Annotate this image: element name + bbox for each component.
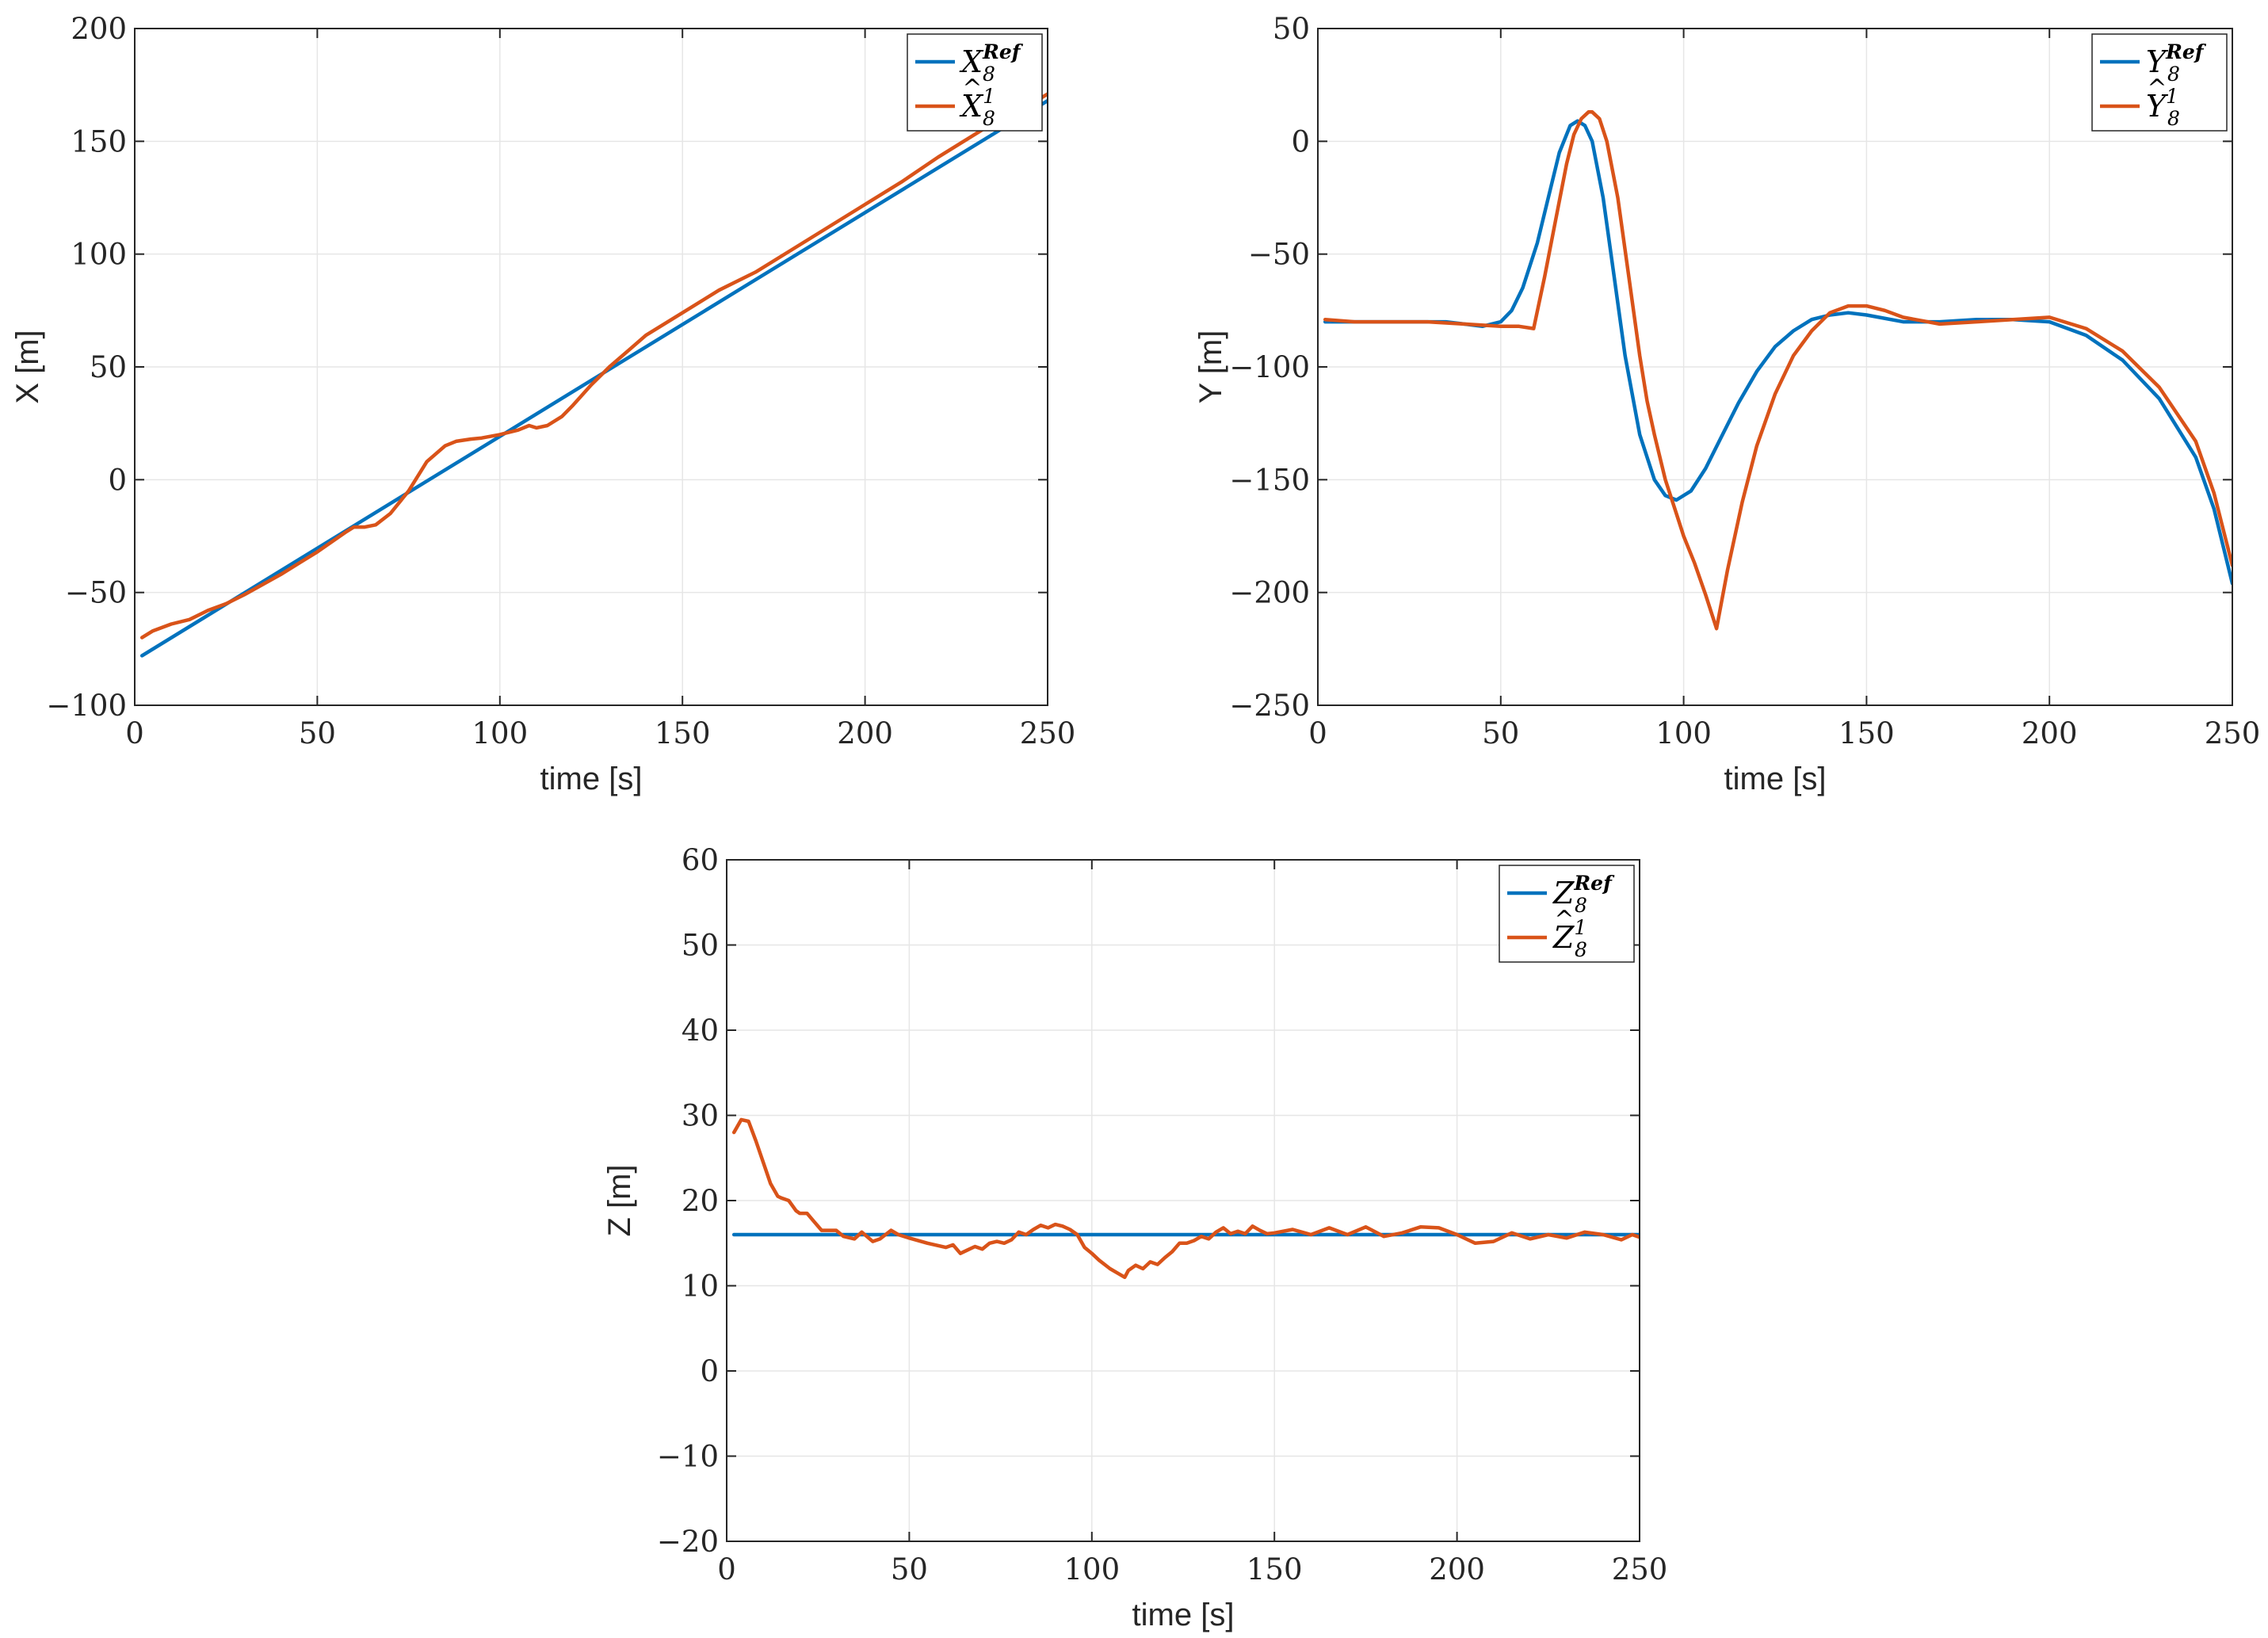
y-axis-label: Z [m] (602, 1164, 637, 1236)
x-tick-label: 0 (1308, 716, 1327, 750)
legend-box (2091, 33, 2228, 132)
y-axis-label: X [m] (10, 330, 45, 403)
y-tick-label: 150 (71, 124, 127, 158)
y-tick-label: −200 (1229, 576, 1310, 610)
y-tick-label: 100 (71, 238, 127, 272)
hat-accent: ^ (1554, 906, 1574, 934)
y-tick-label: 50 (90, 350, 127, 384)
x-tick-label: 50 (891, 1552, 928, 1586)
y-tick-label: 200 (71, 12, 127, 46)
y-tick-label: 10 (682, 1270, 719, 1304)
y-tick-label: 0 (700, 1354, 719, 1388)
x-tick-label: 0 (125, 716, 144, 750)
x-axis-label: time [s] (540, 762, 643, 796)
legend: ZRef 8Z1 8^ (1499, 865, 1635, 963)
series-line-reference (139, 98, 1048, 658)
x-tick-label: 150 (1838, 716, 1895, 750)
series-line-estimate (731, 1117, 1640, 1280)
legend-entry: YRef 8 (2146, 40, 2207, 86)
x-tick-label: 100 (1655, 716, 1712, 750)
y-tick-label: −50 (65, 576, 127, 610)
x-position-plot: 0 50 100 150 200 250 −100 −50 0 50 100 150 200 time [… (10, 12, 1075, 796)
legend-entry: Z1 8 (1552, 916, 1587, 961)
x-tick-label: 200 (1429, 1552, 1485, 1586)
x-tick-label: 250 (2205, 716, 2261, 750)
y-tick-label: −150 (1229, 463, 1310, 497)
x-tick-label: 150 (655, 716, 711, 750)
y-tick-label: −250 (1229, 689, 1310, 723)
legend-entry: Y1 8 (2146, 85, 2180, 130)
y-position-plot: 0 50 100 150 200 250 −250 −200 −150 −100 −50 0 50 tim… (1193, 12, 2260, 796)
y-tick-label: −10 (657, 1440, 719, 1474)
x-tick-label: 0 (717, 1552, 736, 1586)
x-axis-label: time [s] (1132, 1598, 1235, 1632)
y-tick-label: −50 (1248, 238, 1310, 272)
x-tick-label: 250 (1612, 1552, 1668, 1586)
x-tick-label: 200 (837, 716, 893, 750)
y-tick-label: 20 (682, 1184, 719, 1218)
z-position-plot: 0 50 100 150 200 250 −20 −10 0 10 20 30 40 50 60 time [… (602, 843, 1667, 1632)
y-tick-label: 0 (1291, 124, 1310, 158)
x-axis-label: time [s] (1724, 762, 1827, 796)
legend-box (907, 33, 1043, 132)
x-tick-label: 200 (2022, 716, 2078, 750)
y-axis-label: Y [m] (1193, 330, 1228, 404)
legend-entry: X1 8 (959, 85, 995, 130)
x-tick-label: 50 (1482, 716, 1519, 750)
y-tick-label: −20 (657, 1525, 719, 1559)
y-tick-label: 50 (682, 929, 719, 963)
series-line-estimate (139, 92, 1048, 640)
y-tick-label: 50 (1273, 12, 1310, 46)
x-tick-label: 50 (299, 716, 336, 750)
x-tick-label: 250 (1020, 716, 1076, 750)
hat-accent: ^ (962, 74, 982, 102)
y-tick-label: 30 (682, 1099, 719, 1133)
series-line-estimate (1323, 110, 2232, 631)
y-tick-label: −100 (1229, 350, 1310, 384)
y-tick-label: 40 (682, 1014, 719, 1048)
y-tick-label: 0 (108, 463, 127, 497)
legend-entry: XRef 8 (959, 40, 1024, 86)
hat-accent: ^ (2147, 74, 2167, 102)
x-tick-label: 100 (1063, 1552, 1120, 1586)
y-tick-label: −100 (46, 689, 127, 723)
x-tick-label: 150 (1247, 1552, 1303, 1586)
legend-entry: ZRef 8 (1552, 872, 1615, 917)
x-tick-label: 100 (472, 716, 528, 750)
legend: YRef 8Y1 8^ (2091, 33, 2228, 132)
y-tick-label: 60 (682, 843, 719, 877)
legend: XRef 8X1 8^ (907, 33, 1043, 132)
legend-box (1499, 865, 1635, 963)
